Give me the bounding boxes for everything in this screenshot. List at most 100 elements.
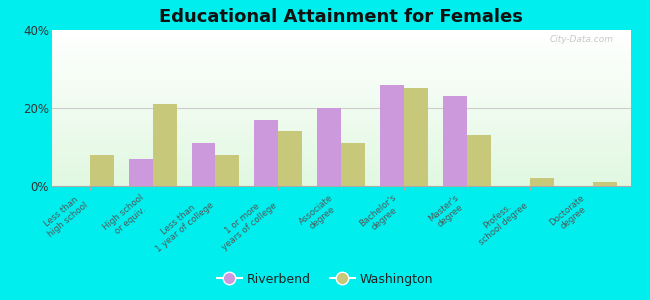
Bar <box>0 133 650 134</box>
Bar <box>0 39 650 40</box>
Bar <box>0 117 650 118</box>
Bar <box>0 113 650 114</box>
Bar <box>0 165 650 166</box>
Bar <box>0 181 650 182</box>
Bar <box>0 88 650 89</box>
Bar <box>0 97 650 98</box>
Bar <box>0 83 650 84</box>
Bar <box>0 105 650 106</box>
Bar <box>0 165 650 166</box>
Bar <box>0 30 650 31</box>
Bar <box>0 56 650 57</box>
Bar <box>0 34 650 35</box>
Bar <box>0 181 650 182</box>
Bar <box>0 82 650 83</box>
Bar <box>0 36 650 37</box>
Bar <box>0 155 650 156</box>
Bar <box>0 138 650 139</box>
Bar <box>0 111 650 112</box>
Bar <box>0 176 650 177</box>
Bar <box>0 172 650 173</box>
Bar <box>0 169 650 170</box>
Bar <box>0 111 650 112</box>
Bar <box>0 142 650 143</box>
Bar <box>0 53 650 54</box>
Bar <box>0 176 650 177</box>
Bar <box>0 131 650 132</box>
Bar <box>0 60 650 61</box>
Bar <box>0 112 650 113</box>
Bar <box>0 140 650 141</box>
Bar <box>0 163 650 164</box>
Bar <box>0 81 650 82</box>
Bar <box>0 59 650 60</box>
Bar <box>0 38 650 39</box>
Bar <box>0 72 650 73</box>
Bar <box>0 76 650 77</box>
Bar <box>0 83 650 84</box>
Bar <box>0 67 650 68</box>
Bar <box>0 80 650 81</box>
Bar <box>0 84 650 85</box>
Bar <box>0 129 650 130</box>
Bar <box>0 80 650 81</box>
Bar <box>0 53 650 54</box>
Bar <box>0 183 650 184</box>
Bar <box>0 63 650 64</box>
Bar <box>0 129 650 130</box>
Bar <box>0 37 650 38</box>
Bar <box>0 156 650 157</box>
Bar <box>0 61 650 62</box>
Bar <box>0 132 650 133</box>
Bar <box>0 132 650 133</box>
Bar <box>0 84 650 85</box>
Bar <box>0 146 650 147</box>
Bar <box>0 54 650 55</box>
Bar <box>0 161 650 162</box>
Bar <box>0 85 650 86</box>
Bar <box>0 145 650 146</box>
Bar <box>0 124 650 125</box>
Bar <box>0 75 650 76</box>
Bar <box>0 115 650 116</box>
Bar <box>0 143 650 144</box>
Bar <box>0 104 650 105</box>
Bar <box>0 139 650 140</box>
Text: City-Data.com: City-Data.com <box>549 35 613 44</box>
Bar <box>0 77 650 78</box>
Bar <box>0 72 650 73</box>
Bar <box>0 61 650 62</box>
Bar <box>0 62 650 63</box>
Bar <box>0 45 650 46</box>
Bar <box>0 147 650 148</box>
Bar <box>0 90 650 91</box>
Bar <box>0 174 650 175</box>
Bar <box>0 133 650 134</box>
Bar <box>0 121 650 122</box>
Bar <box>0 85 650 86</box>
Bar <box>0 38 650 39</box>
Bar <box>0 88 650 89</box>
Bar <box>0 162 650 163</box>
Bar <box>0 98 650 99</box>
Bar <box>0 41 650 42</box>
Bar <box>467 135 491 186</box>
Bar <box>0 46 650 47</box>
Bar <box>0 37 650 38</box>
Bar <box>0 50 650 51</box>
Bar <box>0 105 650 106</box>
Bar <box>0 82 650 83</box>
Bar <box>0 37 650 38</box>
Bar <box>0 77 650 78</box>
Bar <box>0 170 650 171</box>
Bar <box>0 95 650 96</box>
Bar <box>0 183 650 184</box>
Bar <box>0 100 650 101</box>
Bar <box>0 88 650 89</box>
Bar <box>0 116 650 117</box>
Bar <box>0 173 650 174</box>
Bar <box>0 82 650 83</box>
Bar <box>0 183 650 184</box>
Bar <box>0 139 650 140</box>
Bar <box>0 62 650 63</box>
